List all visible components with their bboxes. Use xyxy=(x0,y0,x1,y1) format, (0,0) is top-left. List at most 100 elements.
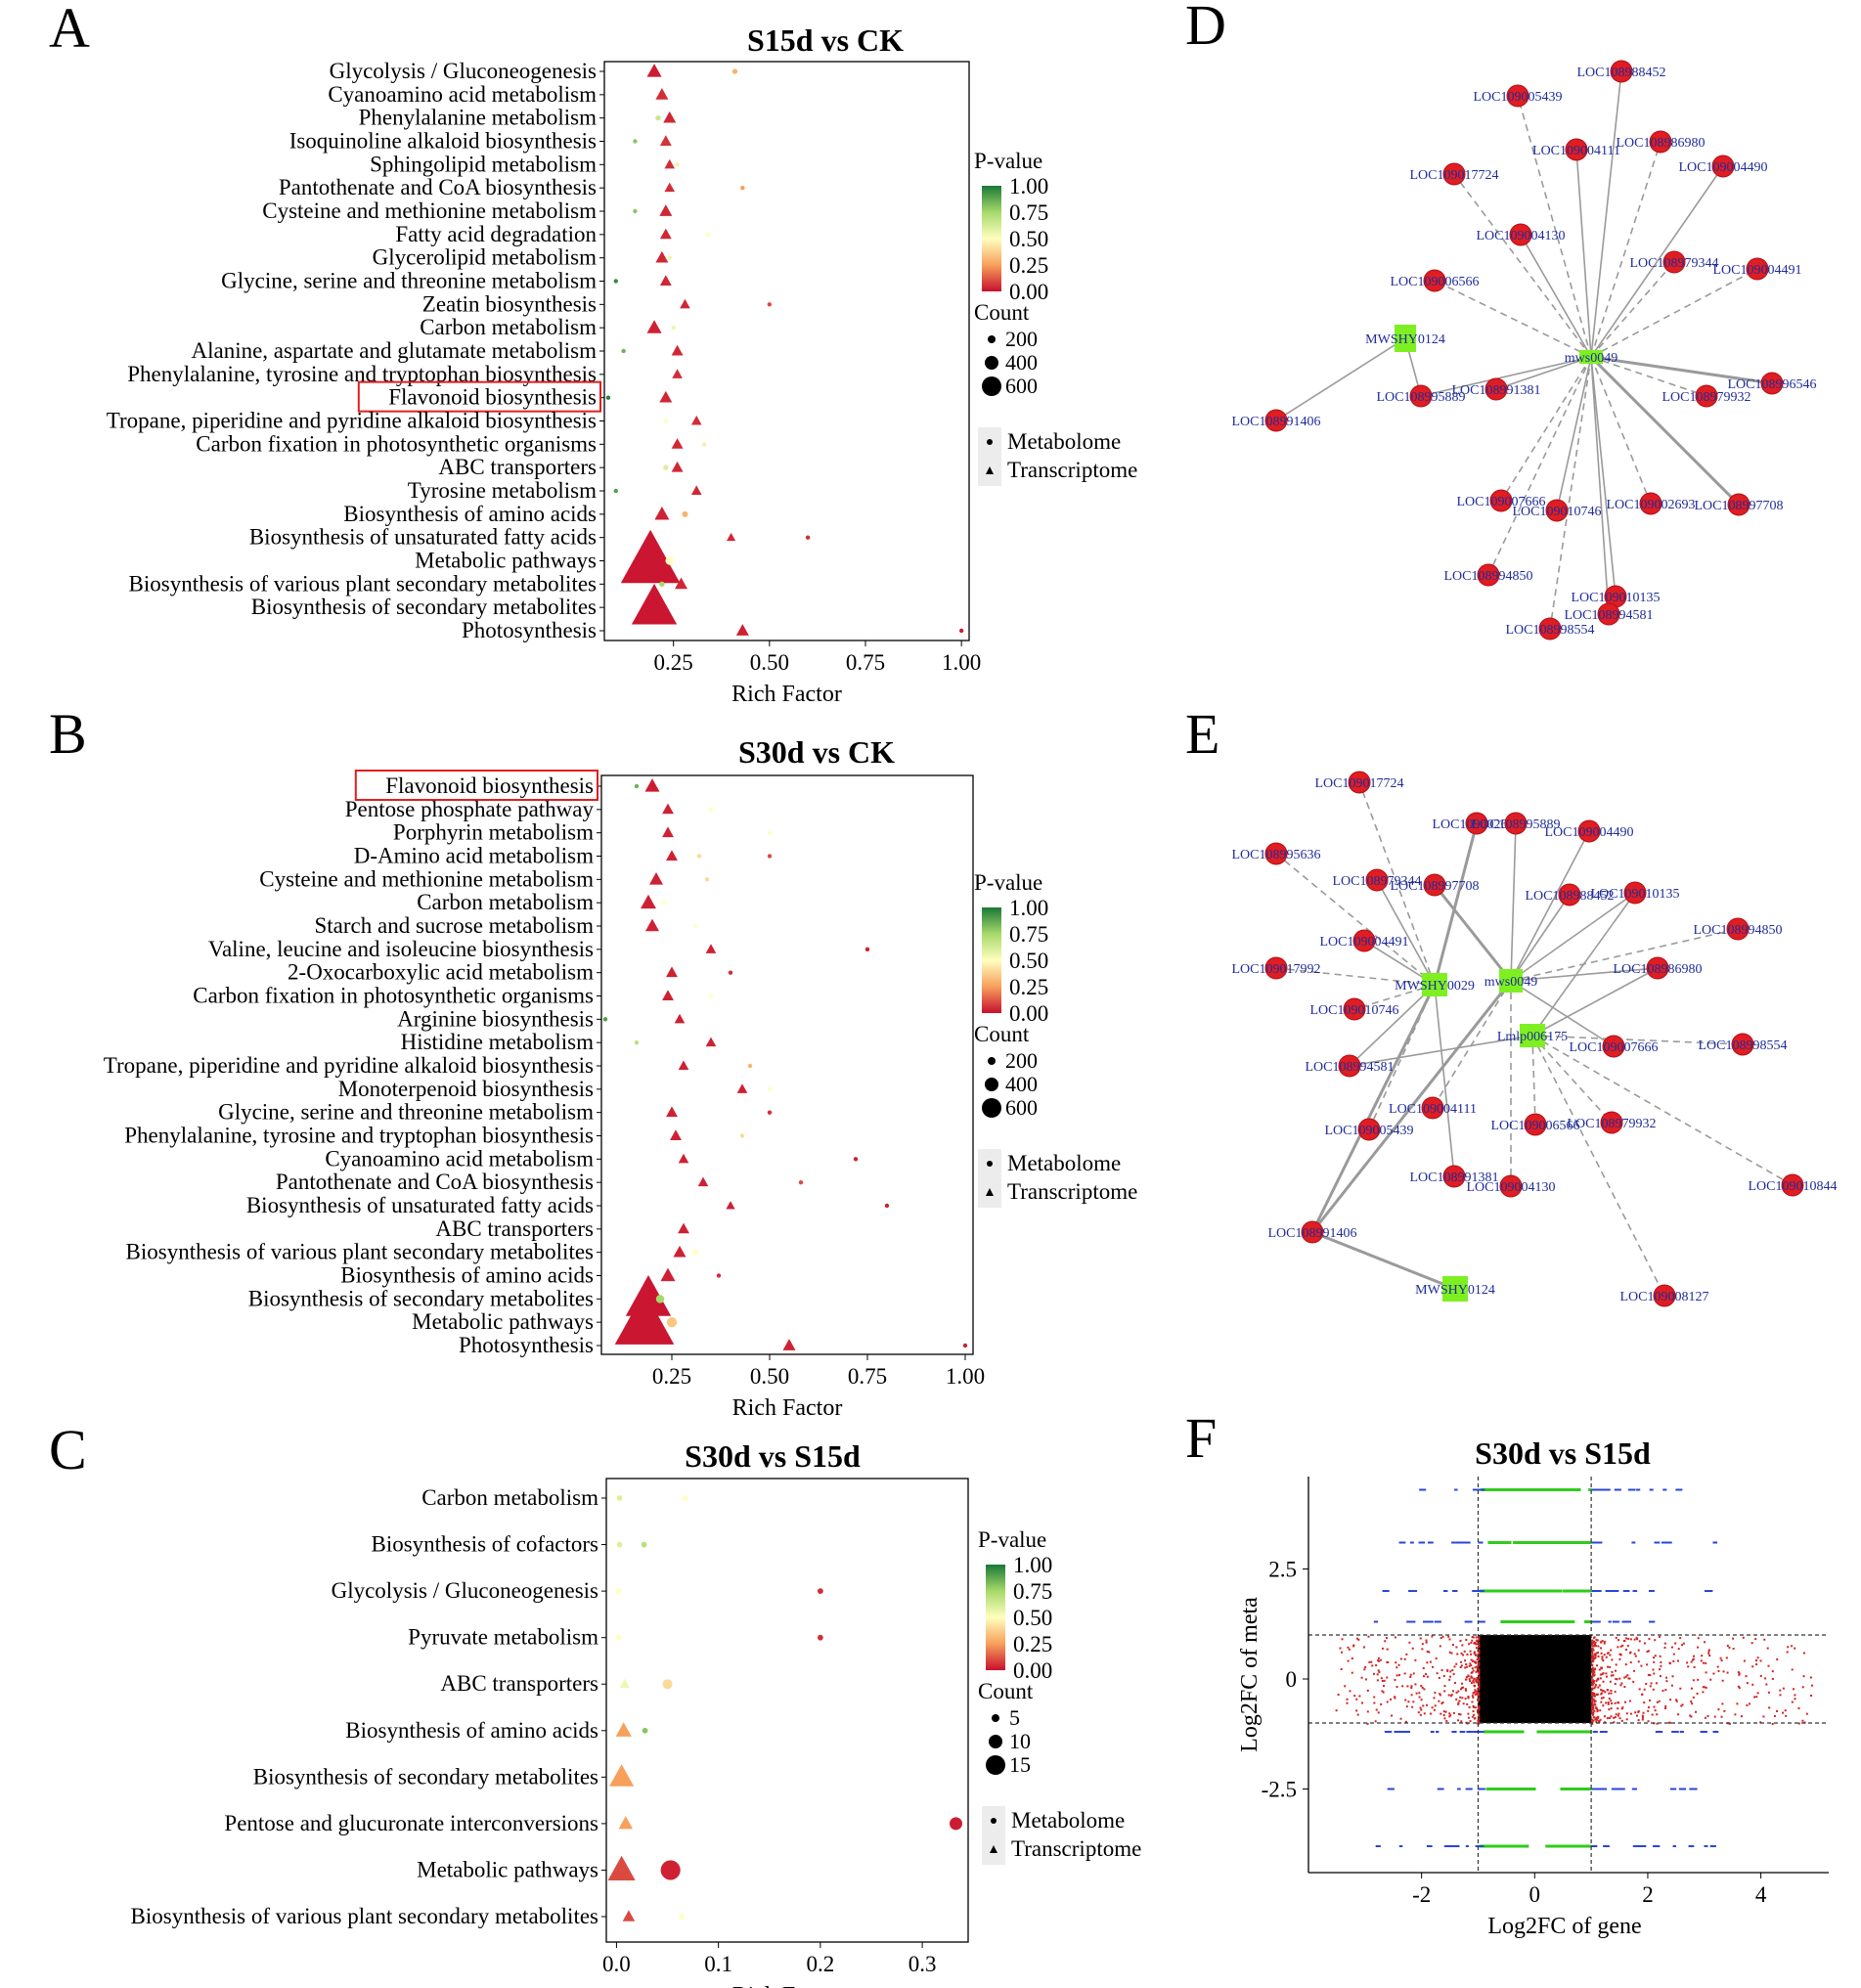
category-label: Monoterpenoid biosynthesis xyxy=(338,1077,594,1101)
data-point xyxy=(1386,1648,1389,1651)
data-point xyxy=(1801,1719,1804,1722)
gene-node-loc108979932 xyxy=(1600,1111,1623,1134)
data-point xyxy=(1452,1711,1455,1714)
data-point xyxy=(1675,1700,1678,1702)
category-label: Sphingolipid metabolism xyxy=(370,152,597,176)
gene-node-label: LOC108988452 xyxy=(1577,66,1666,80)
data-point xyxy=(1467,1712,1470,1715)
data-point xyxy=(1670,1646,1673,1649)
data-point xyxy=(1394,1731,1398,1733)
data-point xyxy=(1382,1590,1390,1592)
category-label: Carbon metabolism xyxy=(421,1485,598,1510)
data-point xyxy=(1448,1712,1451,1715)
data-point xyxy=(1592,1668,1595,1671)
category-label: Cyanoamino acid metabolism xyxy=(328,82,597,107)
data-point xyxy=(1697,1637,1700,1640)
scatter-group-not-significant xyxy=(1478,1635,1592,1723)
data-point xyxy=(1478,1658,1481,1661)
data-point xyxy=(1654,1639,1657,1642)
metabolome-point xyxy=(641,1541,647,1548)
gene-node-loc109005439 xyxy=(1506,84,1529,108)
data-point xyxy=(1691,1702,1694,1705)
category-label: Biosynthesis of cofactors xyxy=(371,1532,598,1557)
data-point xyxy=(1703,1686,1706,1689)
metabolome-point xyxy=(767,854,773,859)
network-edge xyxy=(1510,892,1636,982)
gene-node-loc109004491 xyxy=(1352,929,1376,952)
data-point xyxy=(1656,1722,1659,1725)
transcriptome-point xyxy=(705,944,717,953)
data-point xyxy=(1404,1699,1407,1701)
data-point xyxy=(1625,1712,1628,1715)
data-point xyxy=(1470,1653,1473,1656)
data-point xyxy=(1477,1692,1480,1695)
data-point xyxy=(1609,1654,1612,1657)
data-point xyxy=(1603,1715,1606,1718)
category-label: Metabolic pathways xyxy=(417,1857,598,1881)
gene-node-loc108998554 xyxy=(1731,1033,1754,1056)
data-point xyxy=(1600,1693,1603,1696)
data-point xyxy=(1641,1716,1644,1719)
category-label: Metabolic pathways xyxy=(415,549,597,573)
data-point xyxy=(1595,1645,1598,1648)
data-point xyxy=(1629,1661,1632,1664)
data-point xyxy=(1600,1652,1603,1655)
data-point xyxy=(1593,1701,1596,1703)
gene-node-loc109006566 xyxy=(1524,1113,1547,1136)
category-label: Phenylalanine metabolism xyxy=(359,106,597,130)
metabolome-point xyxy=(958,628,964,634)
data-point xyxy=(1353,1695,1356,1698)
data-point xyxy=(1614,1701,1617,1704)
shape-legend-triangle xyxy=(986,466,994,474)
data-point xyxy=(1460,1688,1463,1691)
metabolome-point xyxy=(691,1249,699,1256)
data-point xyxy=(1594,1655,1597,1657)
data-point xyxy=(1456,1845,1460,1847)
data-point xyxy=(1355,1698,1358,1701)
data-point xyxy=(1615,1663,1617,1666)
data-point xyxy=(1429,1541,1434,1544)
data-point xyxy=(1473,1651,1476,1654)
data-point xyxy=(1476,1690,1479,1693)
gene-node-label: LOC108979344 xyxy=(1333,874,1422,889)
data-point xyxy=(1649,1674,1652,1677)
transcriptome-point xyxy=(664,158,676,169)
data-point xyxy=(1406,1620,1412,1623)
data-point xyxy=(1736,1702,1739,1705)
data-point xyxy=(1775,1709,1778,1712)
colorbar-tick-label: 0.25 xyxy=(1013,1632,1052,1657)
data-point xyxy=(1465,1665,1468,1668)
data-point xyxy=(1409,1675,1412,1678)
data-point xyxy=(1464,1659,1467,1662)
data-point xyxy=(1617,1639,1619,1642)
data-point xyxy=(1617,1788,1624,1790)
network-edge xyxy=(1531,1035,1536,1126)
data-point xyxy=(1477,1646,1480,1649)
network-edge xyxy=(1575,149,1592,358)
data-point xyxy=(1602,1680,1605,1683)
data-point xyxy=(1439,1694,1441,1697)
data-point xyxy=(1421,1686,1424,1689)
data-point xyxy=(1373,1701,1376,1704)
data-point xyxy=(1373,1696,1376,1699)
colorbar-tick-label: 0.00 xyxy=(1009,280,1048,304)
data-point xyxy=(1591,1676,1594,1679)
data-point xyxy=(1679,1637,1682,1640)
data-point xyxy=(1802,1652,1805,1655)
data-point xyxy=(1640,1664,1643,1667)
data-point xyxy=(1693,1665,1696,1668)
network-edge xyxy=(1510,967,1659,982)
data-point xyxy=(1597,1590,1602,1592)
data-point xyxy=(1655,1682,1658,1685)
data-point xyxy=(1797,1722,1800,1725)
data-point xyxy=(1707,1650,1710,1653)
data-point xyxy=(1633,1653,1636,1656)
data-point xyxy=(1381,1647,1384,1650)
colorbar-tick-label: 0.75 xyxy=(1009,200,1048,225)
data-point xyxy=(1436,1672,1439,1675)
network-edge xyxy=(1520,234,1592,358)
category-label: Pentose and glucuronate interconversions xyxy=(224,1811,598,1835)
data-point xyxy=(1472,1636,1475,1639)
transcriptome-point xyxy=(697,1176,709,1187)
